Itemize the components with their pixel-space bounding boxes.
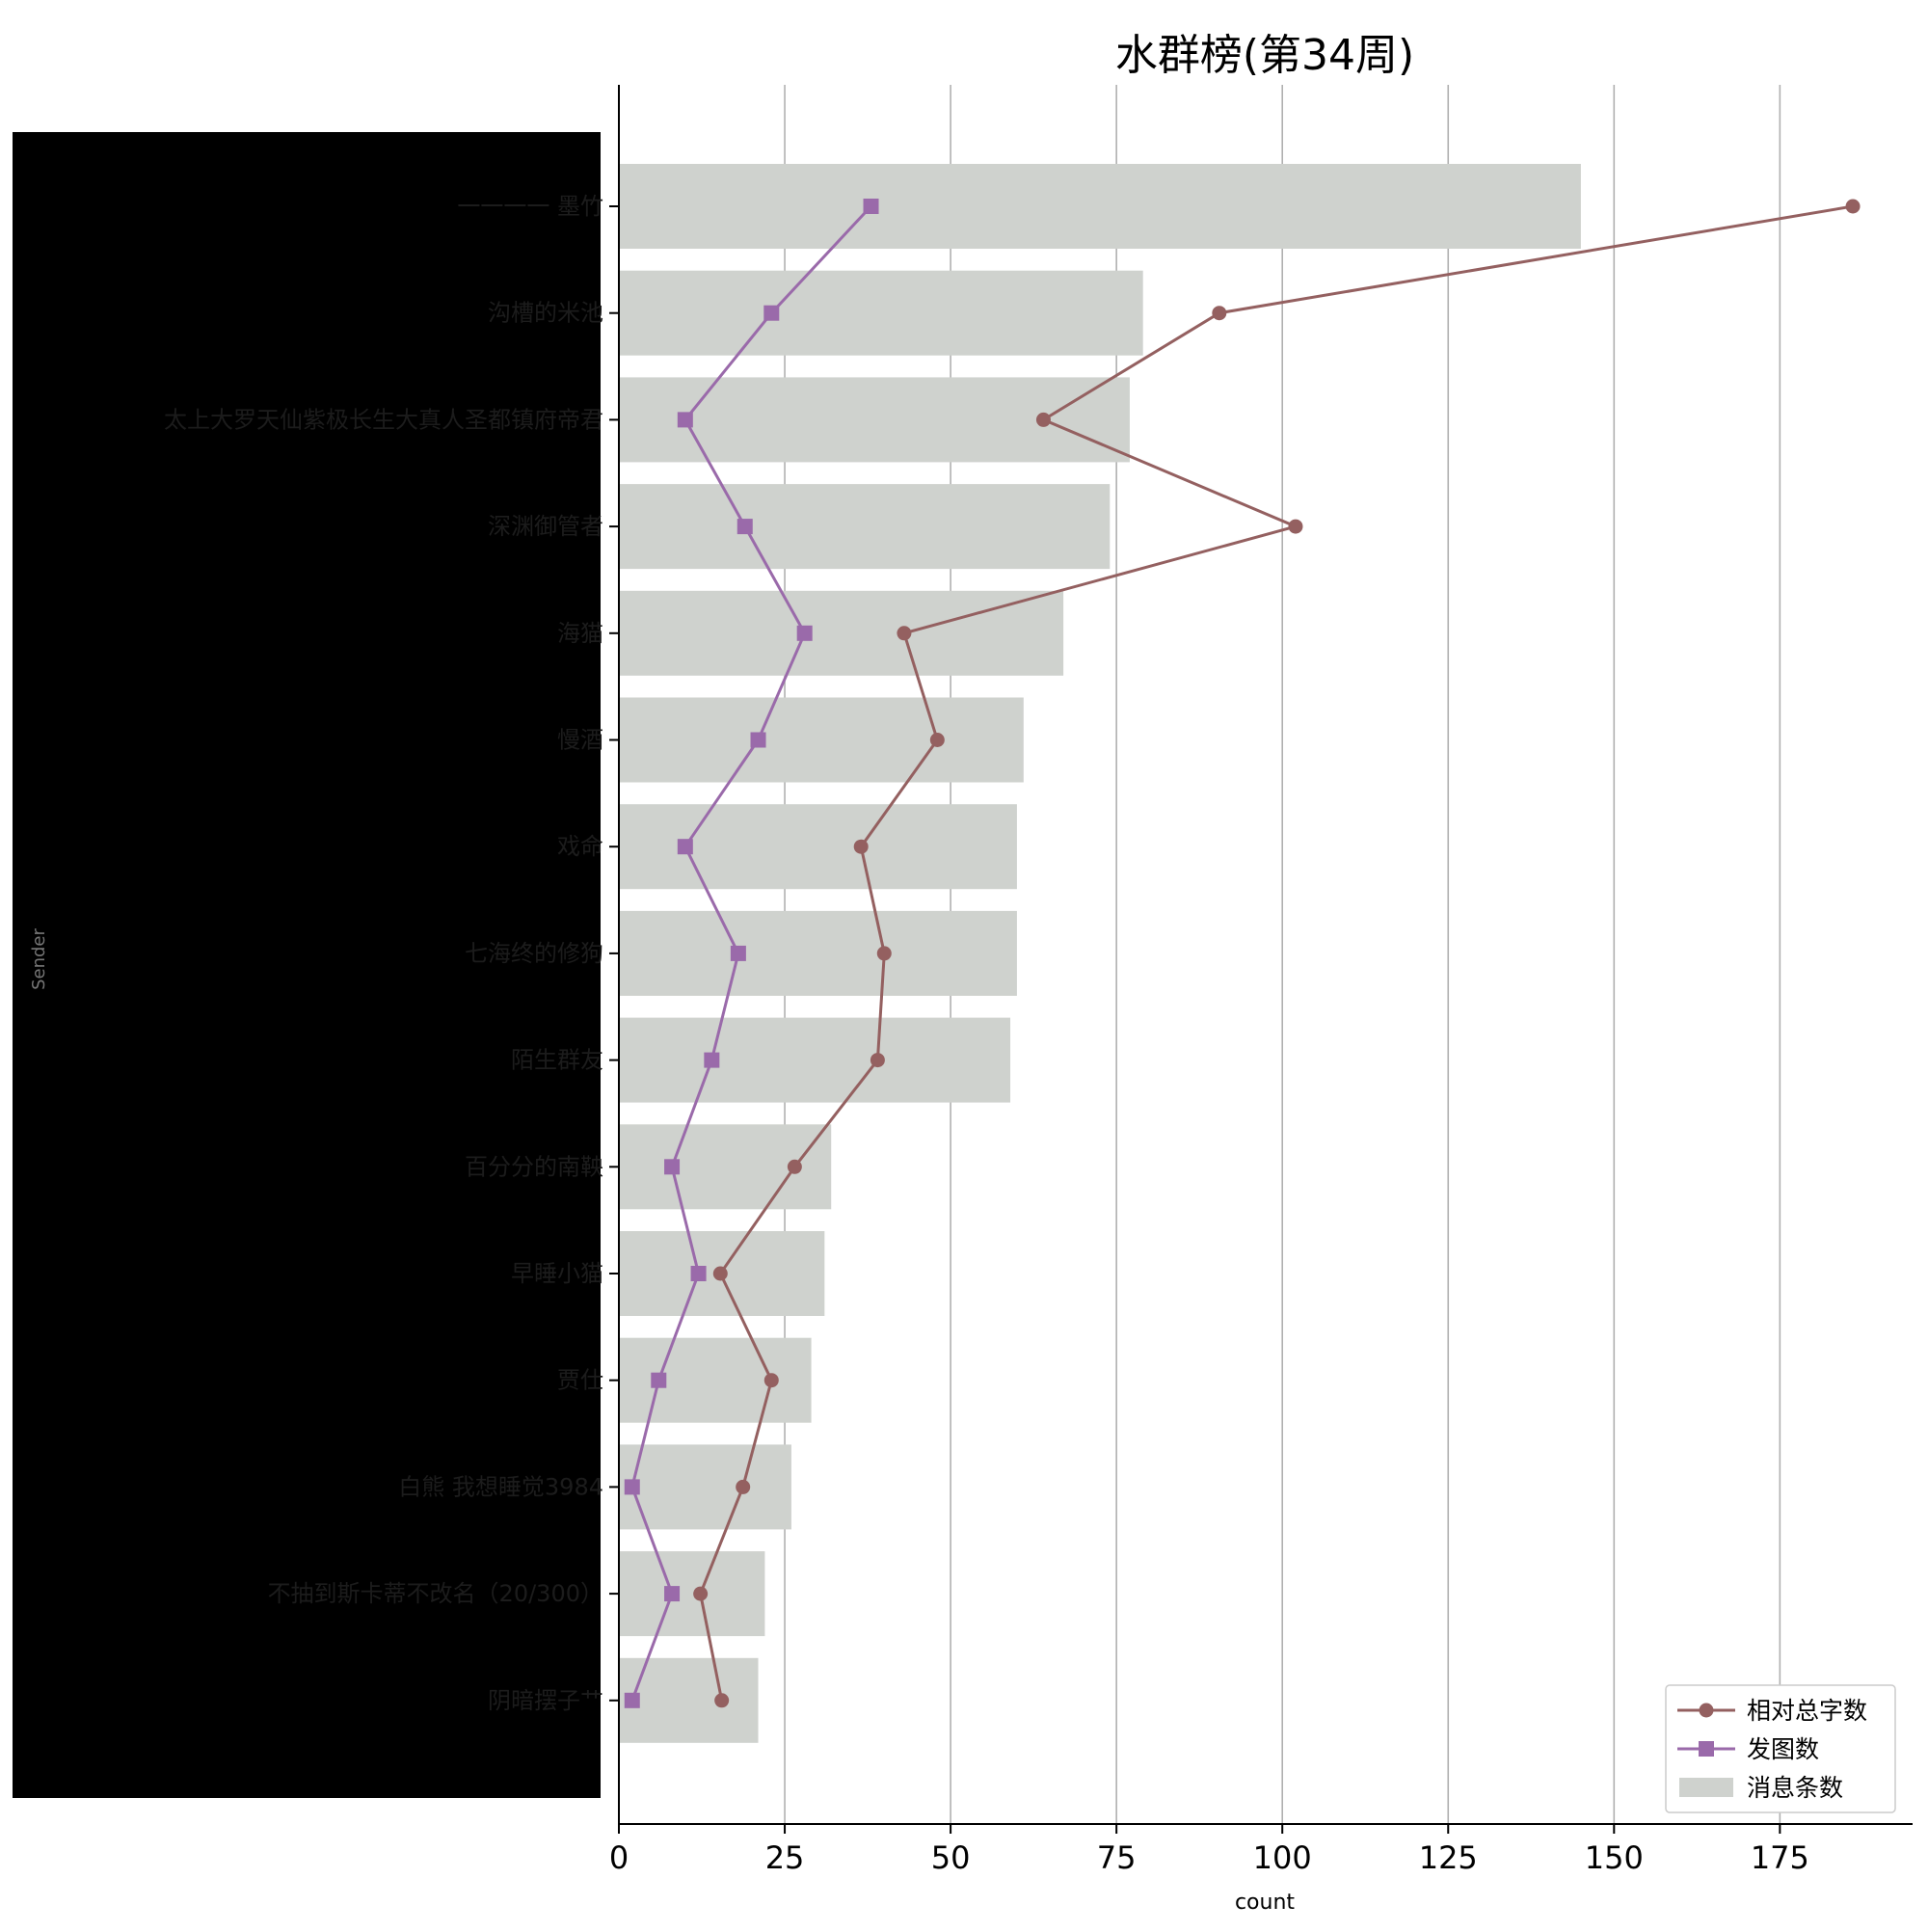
x-tick-label-7: 175 <box>1751 1839 1809 1876</box>
y-axis-label: Sender <box>29 927 49 989</box>
legend-label-1: 发图数 <box>1747 1735 1819 1763</box>
category-label-1: 沟槽的米池 <box>488 300 603 327</box>
bar-5 <box>619 697 1024 783</box>
category-label-10: 早睡小猫 <box>511 1260 603 1287</box>
point-0-8 <box>870 1053 885 1068</box>
point-0-7 <box>876 946 892 961</box>
legend-swatch-2 <box>1679 1778 1733 1797</box>
category-label-5: 慢酒 <box>557 727 603 754</box>
point-1-1 <box>763 305 780 321</box>
x-tick-label-0: 0 <box>609 1839 629 1876</box>
label-panel <box>13 132 601 1798</box>
category-label-14: 阴暗摆子艹 <box>488 1687 603 1714</box>
axis-layer: 0 25 50 75 100 125 150 175 一一一一 墨竹沟槽的米池太上大罗天仙紫极长… <box>164 85 1913 1876</box>
point-0-5 <box>929 733 945 747</box>
legend-marker-1 <box>1699 1741 1714 1757</box>
point-0-1 <box>1212 306 1227 321</box>
x-tick-label-5: 125 <box>1419 1839 1478 1876</box>
x-tick-label-3: 75 <box>1097 1839 1137 1876</box>
point-0-10 <box>712 1266 728 1281</box>
x-tick-label-4: 100 <box>1253 1839 1312 1876</box>
bar-11 <box>619 1337 812 1423</box>
category-label-8: 陌生群友 <box>511 1047 603 1074</box>
line-layer <box>624 199 1861 1708</box>
chart-title: 水群榜(第34周) <box>1115 31 1414 80</box>
bar-1 <box>619 270 1143 356</box>
point-0-2 <box>1035 412 1051 427</box>
point-1-0 <box>863 199 879 214</box>
category-label-3: 深渊御管者 <box>488 513 603 540</box>
point-1-12 <box>624 1479 640 1495</box>
legend-marker-0 <box>1699 1703 1714 1718</box>
point-1-8 <box>704 1052 720 1068</box>
bar-8 <box>619 1017 1011 1103</box>
point-1-6 <box>677 839 693 855</box>
bar-layer <box>619 164 1581 1743</box>
point-1-3 <box>736 519 753 535</box>
x-tick-label-6: 150 <box>1585 1839 1644 1876</box>
point-1-7 <box>730 945 746 961</box>
point-1-4 <box>796 625 813 641</box>
category-label-12: 白熊 我想睡觉3984 <box>398 1473 603 1500</box>
bar-4 <box>619 590 1064 676</box>
bar-0 <box>619 164 1581 249</box>
point-1-2 <box>677 412 693 428</box>
bar-7 <box>619 910 1017 996</box>
category-label-0: 一一一一 墨竹 <box>457 193 603 220</box>
point-1-14 <box>624 1692 640 1708</box>
bar-2 <box>619 377 1130 463</box>
point-0-6 <box>853 839 869 854</box>
point-1-10 <box>690 1266 707 1281</box>
category-label-7: 七海终的修狗 <box>465 940 603 967</box>
point-0-0 <box>1845 199 1861 214</box>
bar-13 <box>619 1551 765 1637</box>
category-label-11: 贾仕 <box>557 1367 603 1394</box>
point-0-4 <box>897 626 912 641</box>
point-1-5 <box>750 732 766 748</box>
bar-3 <box>619 484 1111 570</box>
point-1-11 <box>651 1372 667 1388</box>
legend-label-2: 消息条数 <box>1747 1774 1843 1802</box>
point-1-9 <box>664 1159 681 1175</box>
point-0-14 <box>714 1693 730 1708</box>
category-label-9: 百分分的南鞅 <box>465 1153 603 1180</box>
category-label-6: 戏命 <box>557 833 603 860</box>
x-tick-label-1: 25 <box>765 1839 805 1876</box>
point-0-3 <box>1288 519 1303 534</box>
legend-label-0: 相对总字数 <box>1747 1697 1867 1725</box>
category-label-13: 不抽到斯卡蒂不改名（20/300） <box>268 1580 603 1607</box>
x-tick-label-2: 50 <box>931 1839 971 1876</box>
x-axis-label: count <box>1235 1891 1295 1915</box>
point-0-12 <box>736 1479 751 1494</box>
category-label-2: 太上大罗天仙紫极长生大真人圣都镇府帝君 <box>164 406 603 433</box>
bar-12 <box>619 1444 791 1530</box>
point-0-13 <box>693 1586 709 1601</box>
point-0-11 <box>763 1373 779 1388</box>
point-1-13 <box>664 1586 681 1602</box>
point-0-9 <box>787 1159 802 1174</box>
category-label-4: 海猫 <box>557 620 603 647</box>
